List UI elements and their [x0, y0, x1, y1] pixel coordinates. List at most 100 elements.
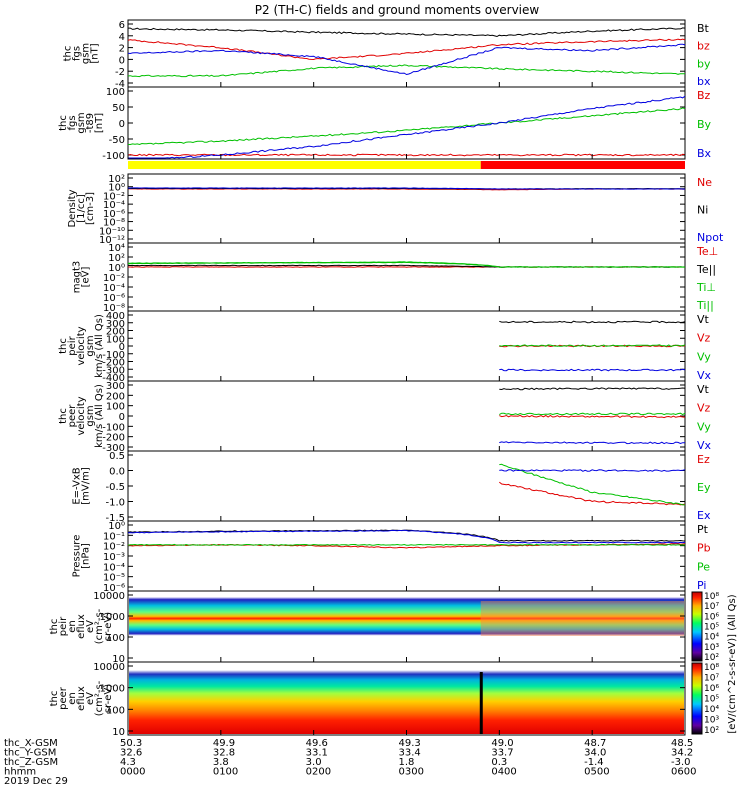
y-axis-label-line: fgs — [72, 46, 83, 61]
legend-Ne: Ne — [697, 176, 712, 189]
series-Vx — [499, 368, 686, 372]
legend-Ex: Ex — [697, 509, 711, 522]
footer-row-label: thc_Z-GSM — [4, 757, 58, 768]
spectrogram-peer — [129, 666, 684, 734]
y-axis-label-line: gsm — [85, 335, 96, 356]
y-axis-label-line: (cm²-s- — [94, 680, 105, 716]
y-tick-label: 200 — [106, 327, 125, 338]
y-tick-label: 2 — [119, 44, 125, 55]
colorbar-tick-label: 10⁷ — [704, 602, 719, 612]
y-tick-label: -0.5 — [105, 482, 125, 493]
footer-value: 48.5 — [671, 738, 693, 749]
y-axis-label-line: fgs — [67, 115, 78, 130]
y-tick-label: 10² — [108, 253, 125, 264]
mode-bar-segment — [480, 161, 685, 169]
series-Vt — [499, 387, 686, 391]
series-Ti|| — [127, 261, 686, 268]
legend-Ti||: Ti|| — [696, 299, 714, 312]
y-tick-label: -2 — [115, 67, 125, 78]
y-axis-label-line: km/s (All Qs) — [94, 384, 105, 448]
colorbar-tick-label: 10⁶ — [704, 612, 719, 622]
y-tick-label: 1000 — [100, 612, 125, 623]
y-tick-label: 10⁻⁶ — [103, 583, 125, 594]
footer-value: -3.0 — [671, 757, 691, 768]
footer-value: 50.3 — [120, 738, 142, 749]
y-axis-label: Pressure[nPa] — [72, 535, 92, 578]
mode-bar — [128, 161, 685, 169]
legend-Bt: Bt — [697, 22, 710, 35]
footer-value: 49.0 — [491, 738, 513, 749]
spectrogram-peir — [129, 597, 684, 640]
y-tick-label: -300 — [102, 365, 125, 376]
footer: thc_X-GSM 50.3 49.9 49.6 49.3 49.0 48.7 48.5 thc… — [4, 738, 696, 787]
footer-value: 33.4 — [399, 748, 421, 759]
y-tick-label: 10⁻¹² — [99, 235, 125, 246]
y-axis-label-line: velocity — [76, 396, 87, 435]
y-axis-label-line: [eV] — [81, 267, 92, 288]
y-axis-label: thcpeirvelocitygsmkm/s (All Qs) — [58, 314, 105, 378]
y-tick-label: 0 — [119, 119, 125, 130]
y-axis-label-line: Density — [67, 189, 78, 227]
y-axis-label-line: magt3 — [72, 261, 83, 294]
y-tick-label: 100 — [106, 633, 125, 644]
legend-Vx: Vx — [697, 439, 712, 452]
y-tick-label: -50 — [109, 135, 125, 146]
y-tick-label: 100 — [106, 87, 125, 98]
panel-density: 10²10⁰10⁻²10⁻⁴10⁻⁶10⁻⁸10⁻¹⁰10⁻¹²Density[… — [67, 173, 724, 246]
colorbar-tick-label: 10⁵ — [704, 623, 719, 633]
series-Pe — [127, 543, 686, 546]
footer-value: 0500 — [584, 767, 609, 778]
y-tick-label: 300 — [106, 381, 125, 392]
footer-value: 0400 — [491, 767, 516, 778]
y-tick-label: 10⁻¹ — [103, 531, 125, 542]
series-bx — [127, 43, 686, 76]
y-tick-label: 10⁻⁸ — [103, 303, 125, 314]
footer-value: 3.0 — [306, 757, 322, 768]
y-tick-label: -100 — [102, 422, 125, 433]
series-Vy — [499, 412, 686, 416]
y-axis-label: thcfgsgsm-t89[nT] — [58, 112, 105, 133]
panel-efield: 0.5 0.0 -0.5 -1.0 -1.5 E=-VxB[mV/m] Ez Ey Ex — [72, 450, 711, 524]
legend-Pi: Pi — [697, 579, 706, 592]
legend-Vt: Vt — [697, 383, 710, 396]
series-Vx — [499, 441, 686, 445]
footer-value: 33.1 — [306, 748, 328, 759]
y-axis-label-line: gsm — [81, 43, 92, 64]
y-axis-label-line: Pressure — [72, 535, 83, 578]
y-axis-label-line: thc — [49, 619, 60, 635]
y-tick-label: 0.0 — [109, 467, 125, 478]
panel-frame — [127, 450, 686, 522]
y-tick-label: 10 — [112, 727, 125, 738]
y-tick-label: 10000 — [93, 591, 125, 602]
colorbar-tick-label: 10⁶ — [704, 684, 719, 694]
y-tick-label: 0 — [119, 342, 125, 353]
legend-bz: bz — [697, 40, 710, 53]
colorbar-scale — [691, 662, 703, 735]
spectrogram-gap — [479, 672, 483, 734]
legend-Ti⊥: Ti⊥ — [696, 281, 716, 294]
panel-frame — [127, 173, 686, 244]
legend-Te⊥: Te⊥ — [696, 245, 718, 258]
y-axis-label-line: eflux — [76, 686, 87, 711]
y-tick-label: -300 — [102, 443, 125, 454]
panel-fgs_gse_t89: 100 50 0 -50 -100 thcfgsgsm-t89[nT] Bz By Bx — [58, 86, 712, 162]
legend-Vz: Vz — [697, 332, 711, 345]
series-Vz — [499, 414, 686, 419]
y-axis-label-line: eV — [85, 620, 96, 633]
footer-value: 32.6 — [120, 748, 142, 759]
y-axis-label: thcpeerenefluxeV(cm²-s-sr-eV) — [49, 680, 114, 716]
y-tick-label: 300 — [106, 319, 125, 330]
colorbar-tick-label: 10³ — [704, 643, 719, 653]
legend-Te||: Te|| — [696, 263, 716, 276]
y-tick-label: 50 — [112, 103, 125, 114]
y-tick-label: 6 — [119, 20, 125, 31]
legend-Vy: Vy — [697, 350, 711, 363]
y-tick-label: 10⁻⁶ — [103, 209, 125, 220]
y-tick-label: 10⁻⁴ — [103, 283, 125, 294]
panel-peir_eflux: 10000 1000 100 10 thcpeirenefluxeV(cm²-s-sr-… — [49, 590, 686, 665]
series-Ez — [498, 481, 686, 506]
y-axis-label-line: sr-eV) — [103, 684, 114, 713]
footer-value: 0100 — [213, 767, 238, 778]
